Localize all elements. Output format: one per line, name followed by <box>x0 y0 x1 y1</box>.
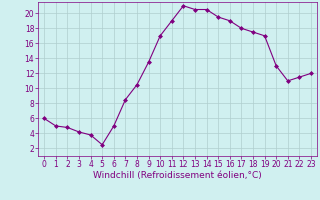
X-axis label: Windchill (Refroidissement éolien,°C): Windchill (Refroidissement éolien,°C) <box>93 171 262 180</box>
